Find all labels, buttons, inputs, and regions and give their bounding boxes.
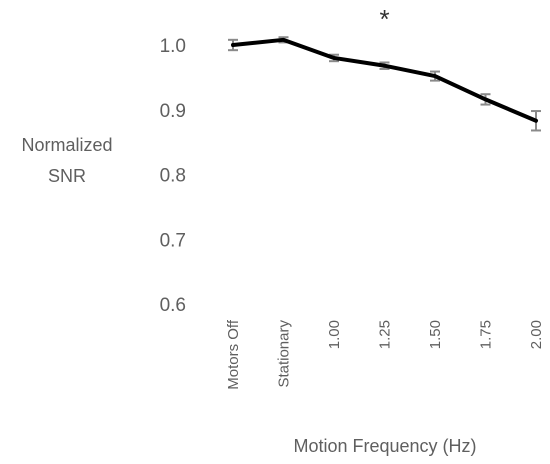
y-tick-label: 0.7	[160, 230, 186, 251]
x-tick-label: 1.75	[478, 320, 495, 349]
x-tick-label: 2.00	[528, 320, 545, 349]
y-axis-ticks: 1.0 0.9 0.8 0.7 0.6	[160, 36, 186, 316]
y-tick-label: 1.0	[160, 36, 186, 57]
x-tick-label: Motors Off	[225, 319, 242, 390]
series-line	[231, 37, 538, 123]
significance-annotation: *	[379, 4, 389, 34]
x-axis-ticks: Motors Off Stationary 1.00 1.25 1.50 1.75 2.00	[225, 319, 545, 390]
x-tick-label: 1.50	[427, 320, 444, 349]
y-tick-label: 0.6	[160, 295, 186, 316]
x-tick-label: 1.25	[377, 320, 394, 349]
x-axis-label: Motion Frequency (Hz)	[293, 436, 476, 456]
y-axis-label-line-1: Normalized	[21, 135, 112, 155]
x-tick-label: 1.00	[326, 320, 343, 349]
y-axis-label-line-2: SNR	[48, 166, 86, 186]
y-tick-label: 0.9	[160, 101, 186, 122]
x-tick-label: Stationary	[276, 320, 293, 388]
y-tick-label: 0.8	[160, 166, 186, 187]
error-bars	[228, 36, 541, 132]
